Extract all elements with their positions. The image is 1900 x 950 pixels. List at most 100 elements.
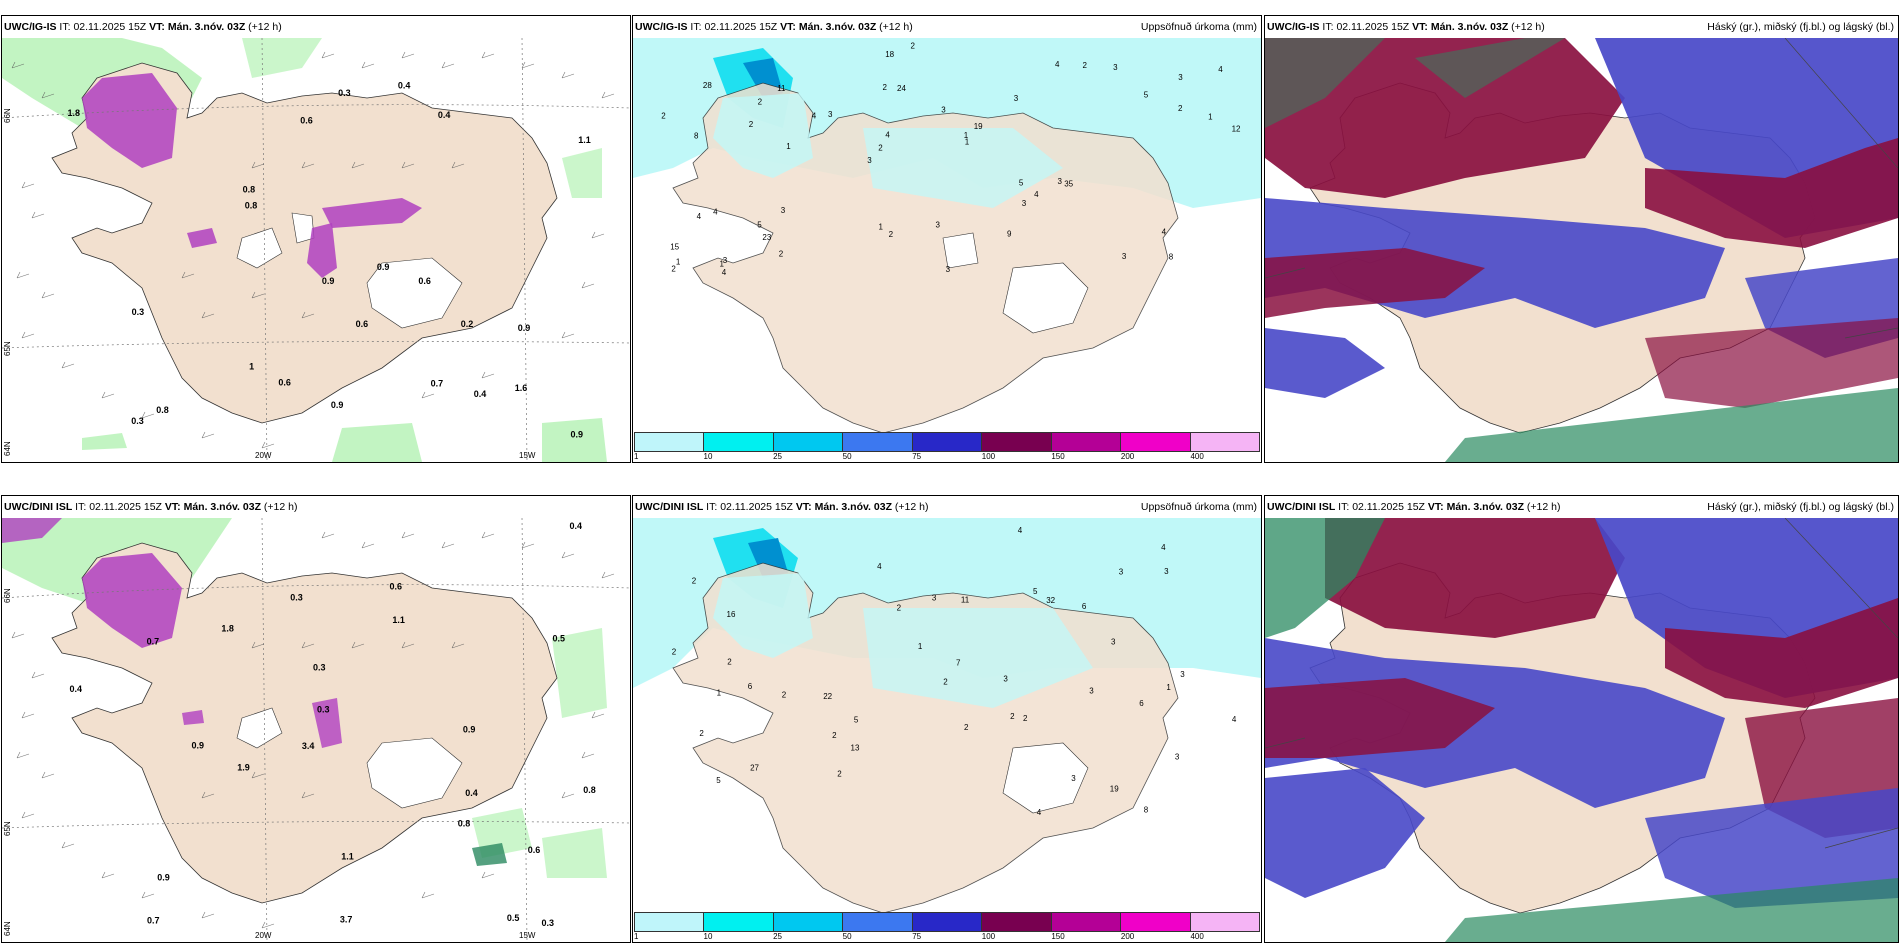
precip-value-labels: 0.3 0.3 0.4 3.7 0.9 3.4 1.9 0.3 0.5 0.9 0.3 0.7 0.6 0… [70,521,596,928]
value-label: 1 [717,689,722,698]
value-label: 19 [974,122,983,131]
panel-top-right-clouds: UWC/IG-IS IT: 02.11.2025 15Z VT: Mán. 3.… [1264,15,1899,463]
value-label: 0.4 [70,684,83,694]
value-label: 8 [1169,253,1174,262]
value-label: 3.4 [302,741,315,751]
value-label: 0.6 [356,319,369,329]
value-label: 2 [883,83,888,92]
colorbar-tick-label: 400 [1190,452,1204,461]
value-label: 0.8 [156,405,169,415]
value-label: 0.3 [313,663,326,673]
colorbar [634,432,1260,452]
init-time: 02.11.2025 15Z [1336,21,1410,33]
value-label: 4 [722,268,727,277]
value-label: 0.9 [322,276,335,286]
value-label: 3 [1089,687,1094,696]
colorbar-swatch [912,433,983,451]
value-label: 1 [879,222,884,231]
value-label: 2 [1010,712,1015,721]
value-label: 1 [249,362,254,372]
value-label: 1 [1208,112,1213,121]
value-label: 2 [837,770,842,779]
colorbar-tick-label: 100 [981,932,996,941]
value-label: 0.8 [583,785,596,795]
valid-time: Mán. 3.nóv. 03Z [814,501,892,513]
map-top-right [1265,38,1898,462]
panel-header: UWC/IG-IS IT: 02.11.2025 15Z VT: Mán. 3.… [633,16,1261,38]
colorbar-swatch [1190,913,1259,931]
lat-65n: 65N [3,821,12,836]
colorbar-tick-label: 25 [773,932,783,941]
value-label: 6 [1082,602,1087,611]
valid-time: Mán. 3.nóv. 03Z [1430,21,1509,33]
colorbar-swatch [704,913,774,931]
value-label: 3.7 [340,914,353,924]
lat-64n: 64N [3,921,12,936]
lead-time: (+12 h) [879,21,913,33]
value-label: 4 [885,131,890,140]
value-label: 5 [757,221,762,230]
value-label: 23 [762,233,771,242]
value-label: 2 [672,648,677,657]
colorbar-swatch [1051,913,1122,931]
value-label: 3 [781,206,786,215]
value-label: 1 [1166,683,1171,692]
panel-top-mid-precip: UWC/IG-IS IT: 02.11.2025 15Z VT: Mán. 3.… [632,15,1262,463]
lon-20w: 20W [255,931,272,940]
value-label: 0.6 [278,378,291,388]
colorbar-tick-label: 1 [634,932,639,941]
value-label: 3 [1164,567,1169,576]
model-name: UWC/IG-IS [1267,21,1320,33]
value-label: 0.9 [518,323,531,333]
value-label: 2 [699,729,704,738]
value-label: 3 [828,110,833,119]
value-label: 5 [1033,587,1038,596]
value-label: 4 [1018,526,1023,535]
value-label: 3 [1178,73,1183,82]
panel-top-left-wind-precip: UWC/IG-IS IT: 02.11.2025 15Z VT: Mán. 3.… [1,15,631,463]
colorbar-tick-label: 10 [703,932,713,941]
precip-value-labels: 0.3 0.9 0.9 0.6 0.6 0.4 1.6 0.4 0.4 1 0.9 0.8 0.6 0.3… [68,80,591,439]
value-label: 12 [1232,124,1241,133]
colorbar-tick-label: 25 [773,452,783,461]
value-label: 1 [964,131,969,140]
value-label: 0.9 [157,872,170,882]
valid-time: Mán. 3.nóv. 03Z [798,21,877,33]
value-label: 4 [1218,65,1223,74]
colorbar-tick-label: 200 [1120,452,1135,461]
panel-title: Uppsöfnuð úrkoma (mm) [1140,501,1257,513]
iceland-land [51,542,558,904]
value-label: 3 [936,221,941,230]
value-label: 8 [694,132,699,141]
value-label: 0.3 [131,416,144,426]
value-label: 0.4 [438,110,451,120]
value-label: 22 [823,692,832,701]
value-label: 3 [1122,252,1127,261]
map-bottom-left: 66N 65N 64N 20W 15W 0.3 0.3 0.4 3.7 0.9 3.4 1.… [2,518,630,942]
value-label: 0.9 [192,741,205,751]
colorbar-tick-label: 75 [912,452,922,461]
value-label: 4 [697,212,702,221]
colorbar-tick-label: 50 [842,932,852,941]
value-label: 4 [812,112,817,121]
panel-bottom-right-clouds: UWC/DINI ISL IT: 02.11.2025 15Z VT: Mán.… [1264,495,1899,943]
lat-66n: 66N [3,108,12,123]
colorbar [634,912,1260,932]
value-label: 4 [1037,808,1042,817]
colorbar-ticks: 1 10 25 50 75 100 150 200 400 [634,452,1260,462]
value-label: 11 [961,596,970,605]
value-label: 0.6 [300,115,313,125]
value-label: 2 [889,230,894,239]
value-label: 3 [932,594,937,603]
value-label: 32 [1046,596,1055,605]
value-label: 1.9 [237,763,250,773]
valid-time: Mán. 3.nóv. 03Z [167,21,246,33]
value-label: 2 [671,264,676,273]
colorbar-tick-label: 50 [842,452,852,461]
value-label: 18 [885,50,894,59]
value-label: 0.6 [528,845,541,855]
panel-title: Háský (gr.), miðský (fj.bl.) og lágský (… [1707,501,1894,513]
panel-header: UWC/DINI ISL IT: 02.11.2025 15Z VT: Mán.… [633,496,1261,518]
